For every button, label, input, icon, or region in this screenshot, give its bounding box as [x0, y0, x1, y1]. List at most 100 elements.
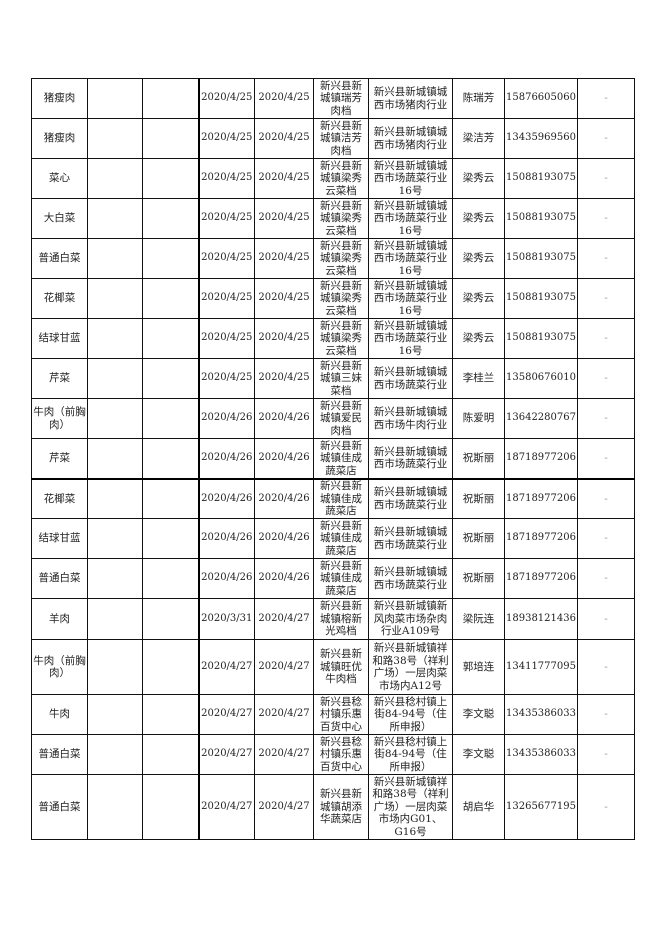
date-cell: 2020/4/25	[254, 238, 314, 279]
date-cell: 2020/4/27	[197, 734, 255, 775]
date-cell: 2020/4/25	[197, 358, 255, 399]
date-cell: 2020/4/25	[254, 118, 314, 159]
blank-cell	[142, 158, 199, 199]
address-cell: 新兴县新城镇祥和路38号（祥利广场）一层肉菜市场内G01、G16号	[368, 774, 453, 840]
phone-cell: 13435386033	[504, 734, 578, 775]
address-cell: 新兴县稔村镇上街84-94号（住所申报）	[368, 694, 453, 735]
phone-cell: 18718977206	[504, 558, 578, 599]
product-cell: 普通白菜	[31, 774, 88, 840]
store-cell: 新兴县新城镇三妹菜档	[313, 358, 369, 399]
person-cell: 祝斯丽	[452, 477, 505, 519]
address-cell: 新兴县新城镇城西市场蔬菜行业16号	[368, 278, 453, 319]
address-cell: 新兴县新城镇城西市场蔬菜行业16号	[368, 238, 453, 279]
blank-cell	[87, 518, 143, 559]
product-cell: 结球甘蓝	[31, 318, 88, 359]
records-table: 猪瘦肉 2020/4/25 2020/4/25 新兴县新城镇瑞芳肉档 新兴县新城镇城西市…	[31, 78, 635, 840]
person-cell: 梁秀云	[452, 238, 505, 279]
note-cell: -	[577, 398, 635, 439]
table-row: 大白菜 2020/4/25 2020/4/25 新兴县新城镇梁秀云菜档 新兴县新城镇城西…	[31, 198, 635, 239]
blank-cell	[142, 398, 199, 439]
address-cell: 新兴县新城镇新风肉菜市场杂肉行业A109号	[368, 598, 453, 640]
address-cell: 新兴县新城镇城西市场蔬菜行业	[368, 558, 453, 599]
date-cell: 2020/4/26	[197, 438, 255, 479]
blank-cell	[142, 558, 199, 599]
product-cell: 花椰菜	[31, 477, 88, 519]
store-cell: 新兴县新城镇佳成蔬菜店	[313, 438, 369, 479]
date-cell: 2020/4/25	[254, 278, 314, 319]
blank-cell	[142, 318, 199, 359]
blank-cell	[87, 398, 143, 439]
blank-cell	[87, 598, 143, 640]
blank-cell	[142, 438, 199, 479]
date-cell: 2020/4/26	[197, 477, 255, 519]
note-cell: -	[577, 518, 635, 559]
blank-cell	[87, 774, 143, 840]
product-cell: 牛肉（前胸肉）	[31, 639, 88, 695]
product-cell: 猪瘦肉	[31, 118, 88, 159]
address-cell: 新兴县新城镇城西市场蔬菜行业	[368, 358, 453, 399]
date-cell: 2020/4/25	[197, 278, 255, 319]
blank-cell	[142, 238, 199, 279]
product-cell: 花椰菜	[31, 278, 88, 319]
date-cell: 2020/4/25	[254, 318, 314, 359]
product-cell: 结球甘蓝	[31, 518, 88, 559]
phone-cell: 18718977206	[504, 438, 578, 479]
store-cell: 新兴县新城镇佳成蔬菜店	[313, 477, 369, 519]
address-cell: 新兴县新城镇城西市场蔬菜行业16号	[368, 198, 453, 239]
person-cell: 梁秀云	[452, 198, 505, 239]
date-cell: 2020/4/27	[197, 694, 255, 735]
address-cell: 新兴县新城镇城西市场蔬菜行业	[368, 518, 453, 559]
date-cell: 2020/4/26	[197, 558, 255, 599]
table-row: 芹菜 2020/4/25 2020/4/25 新兴县新城镇三妹菜档 新兴县新城镇城西市场…	[31, 358, 635, 399]
store-cell: 新兴县新城镇梁秀云菜档	[313, 238, 369, 279]
address-cell: 新兴县新城镇城西市场猪肉行业	[368, 78, 453, 119]
date-cell: 2020/4/25	[197, 118, 255, 159]
phone-cell: 13411777095	[504, 639, 578, 695]
date-cell: 2020/4/25	[254, 158, 314, 199]
store-cell: 新兴县新城镇梁秀云菜档	[313, 278, 369, 319]
address-cell: 新兴县新城镇城西市场猪肉行业	[368, 118, 453, 159]
date-cell: 2020/4/27	[197, 639, 255, 695]
product-cell: 猪瘦肉	[31, 78, 88, 119]
product-cell: 菜心	[31, 158, 88, 199]
table-row: 羊肉 2020/3/31 2020/4/27 新兴县新城镇榕新光鸡档 新兴县新城镇新风肉…	[31, 598, 635, 640]
phone-cell: 15088193075	[504, 278, 578, 319]
product-cell: 普通白菜	[31, 734, 88, 775]
date-cell: 2020/4/26	[254, 518, 314, 559]
store-cell: 新兴县稔村镇乐惠百货中心	[313, 734, 369, 775]
store-cell: 新兴县稔村镇乐惠百货中心	[313, 694, 369, 735]
blank-cell	[142, 734, 199, 775]
table-row: 普通白菜 2020/4/27 2020/4/27 新兴县稔村镇乐惠百货中心 新兴县稔村镇…	[31, 734, 635, 775]
date-cell: 2020/4/25	[197, 318, 255, 359]
table-row: 结球甘蓝 2020/4/25 2020/4/25 新兴县新城镇梁秀云菜档 新兴县新城镇城…	[31, 318, 635, 359]
blank-cell	[87, 734, 143, 775]
blank-cell	[87, 438, 143, 479]
table-row: 普通白菜 2020/4/26 2020/4/26 新兴县新城镇佳成蔬菜店 新兴县新城镇城…	[31, 558, 635, 599]
date-cell: 2020/4/25	[197, 198, 255, 239]
phone-cell: 18718977206	[504, 518, 578, 559]
product-cell: 羊肉	[31, 598, 88, 640]
blank-cell	[142, 639, 199, 695]
date-cell: 2020/4/26	[254, 477, 314, 519]
person-cell: 李桂兰	[452, 358, 505, 399]
phone-cell: 18938121436	[504, 598, 578, 640]
phone-cell: 15088193075	[504, 318, 578, 359]
date-cell: 2020/4/27	[254, 598, 314, 640]
blank-cell	[87, 78, 143, 119]
blank-cell	[142, 278, 199, 319]
store-cell: 新兴县新城镇洁芳肉档	[313, 118, 369, 159]
table-row: 牛肉 2020/4/27 2020/4/27 新兴县稔村镇乐惠百货中心 新兴县稔村镇上街…	[31, 694, 635, 735]
date-cell: 2020/4/25	[254, 78, 314, 119]
phone-cell: 18718977206	[504, 477, 578, 519]
product-cell: 芹菜	[31, 358, 88, 399]
blank-cell	[87, 694, 143, 735]
product-cell: 大白菜	[31, 198, 88, 239]
blank-cell	[142, 774, 199, 840]
note-cell: -	[577, 694, 635, 735]
note-cell: -	[577, 558, 635, 599]
person-cell: 李文聪	[452, 694, 505, 735]
table-row: 花椰菜 2020/4/25 2020/4/25 新兴县新城镇梁秀云菜档 新兴县新城镇城西…	[31, 278, 635, 319]
table-row: 牛肉（前胸肉） 2020/4/26 2020/4/26 新兴县新城镇爱民肉档 新兴县新城…	[31, 398, 635, 439]
table-row: 结球甘蓝 2020/4/26 2020/4/26 新兴县新城镇佳成蔬菜店 新兴县新城镇城…	[31, 518, 635, 559]
note-cell: -	[577, 734, 635, 775]
